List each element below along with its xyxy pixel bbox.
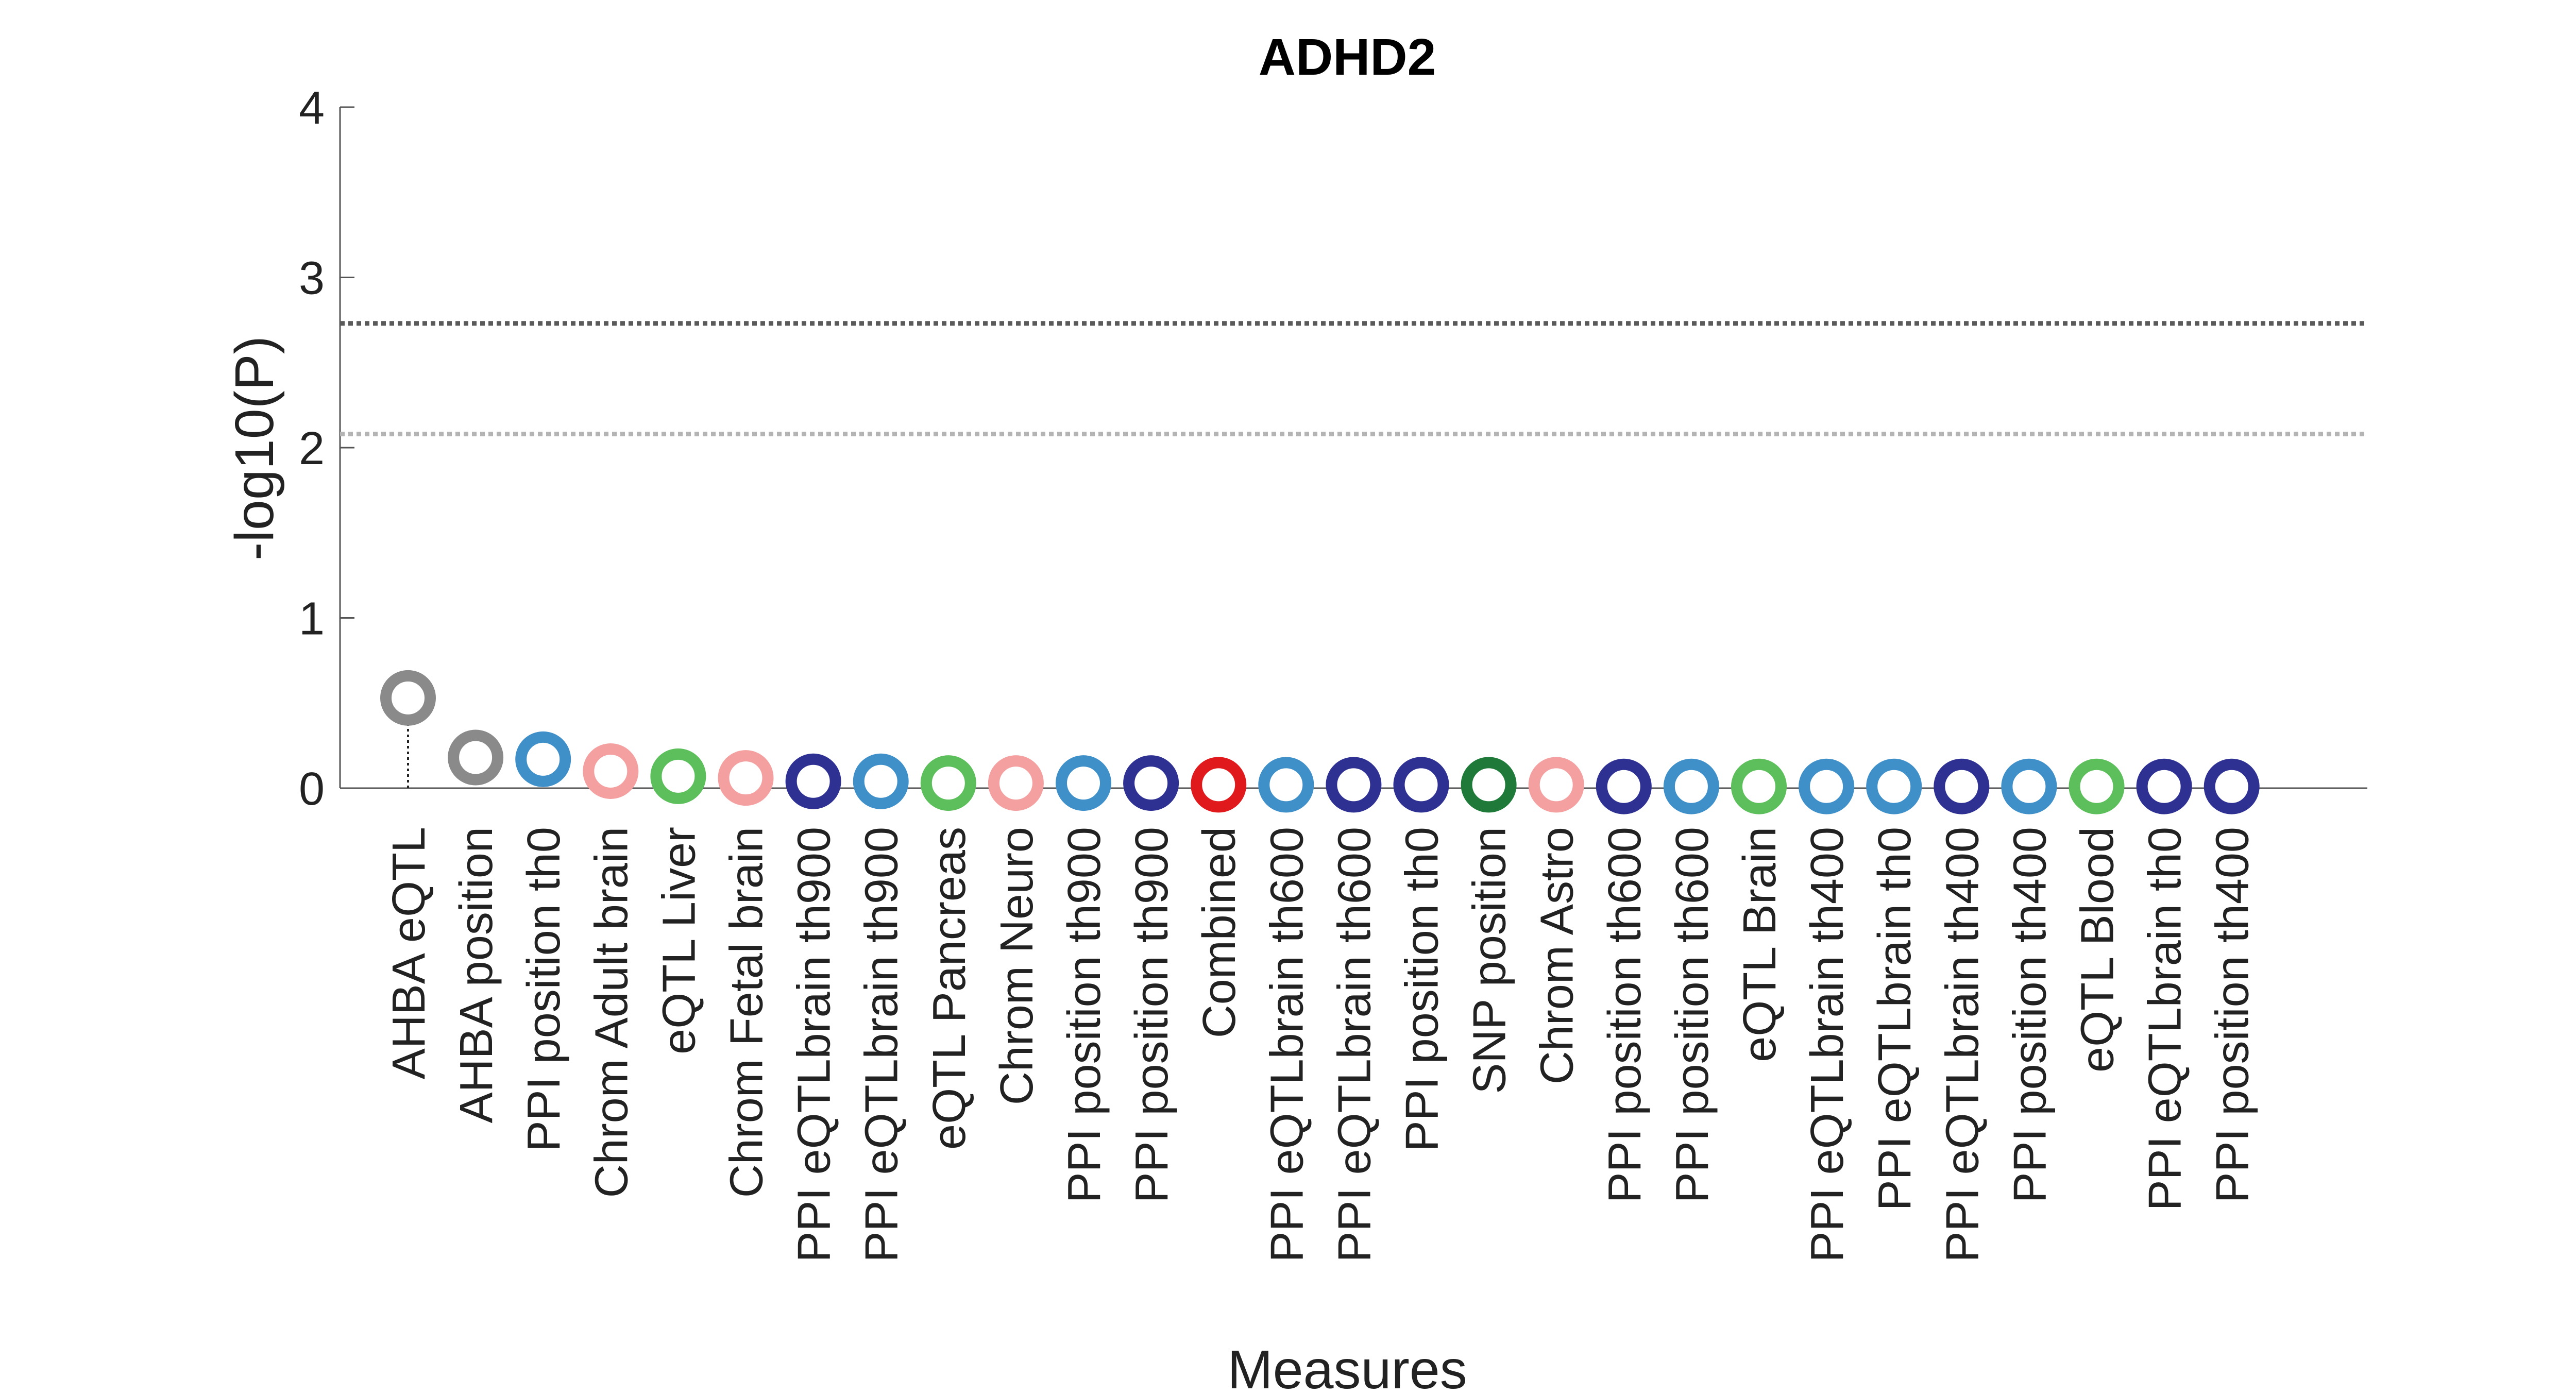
y-tick-label: 2 (299, 423, 325, 474)
data-point (920, 755, 976, 811)
x-tick-label: PPI position th0 (1397, 827, 1448, 1151)
data-point (853, 753, 909, 809)
x-axis-label: Measures (1227, 1339, 1467, 1395)
y-axis-label: -log10(P) (224, 336, 285, 560)
data-point (1596, 758, 1652, 814)
data-point (515, 731, 571, 787)
data-point (380, 670, 436, 726)
x-tick-label: PPI position th900 (1059, 827, 1110, 1203)
data-point (1123, 755, 1179, 811)
data-point (1731, 758, 1787, 814)
data-point (718, 750, 774, 806)
x-tick-label: eQTL Brain (1734, 827, 1786, 1062)
x-tick-label: eQTL Pancreas (924, 827, 975, 1150)
x-tick-label: AHBA eQTL (383, 827, 435, 1079)
data-point (650, 748, 706, 804)
data-point (1663, 758, 1719, 814)
y-tick-label: 4 (299, 82, 325, 134)
reference-lines (340, 321, 2367, 437)
x-tick-label: PPI eQTLbrain th900 (856, 827, 908, 1263)
data-point (1461, 757, 1517, 813)
data-point (2001, 758, 2057, 814)
data-point (2069, 758, 2125, 814)
x-tick-label: PPI eQTLbrain th400 (1802, 827, 1853, 1263)
x-tick-label: PPI position th400 (2004, 827, 2056, 1203)
x-tick-label: Chrom Neuro (991, 827, 1043, 1105)
x-tick-label: PPI position th0 (518, 827, 570, 1151)
data-point (1056, 755, 1111, 811)
data-point (583, 743, 639, 799)
x-tick-label: eQTL Blood (2072, 827, 2124, 1073)
y-tick-label: 0 (299, 763, 325, 815)
x-tick-label: Chrom Adult brain (586, 827, 637, 1198)
x-tick-label: Chrom Fetal brain (721, 827, 773, 1198)
x-tick-label: PPI eQTLbrain th400 (1937, 827, 1988, 1263)
x-tick-label: AHBA position (451, 827, 502, 1123)
data-point (1866, 758, 1922, 814)
x-tick-label: eQTL Liver (653, 827, 705, 1054)
chart-title: ADHD2 (1259, 28, 1436, 86)
data-point (1528, 757, 1584, 813)
y-tick-label: 3 (299, 253, 325, 304)
x-tick-label: PPI eQTLbrain th600 (1261, 827, 1313, 1263)
data-points (380, 670, 2260, 814)
x-tick-label: PPI position th900 (1126, 827, 1178, 1203)
x-tick-label: SNP position (1464, 827, 1516, 1094)
data-point (1799, 758, 1855, 814)
y-tick-label: 1 (299, 593, 325, 645)
data-point (988, 755, 1044, 811)
data-point (2204, 758, 2260, 814)
data-point (1393, 757, 1449, 813)
data-point (785, 753, 841, 809)
y-ticks: 0 1 2 3 4 (299, 82, 354, 815)
data-point (1934, 758, 1990, 814)
data-point (1326, 757, 1382, 813)
data-point (448, 729, 504, 786)
x-tick-label: PPI eQTLbrain th600 (1329, 827, 1380, 1263)
x-tick-labels: AHBA eQTL AHBA position PPI position th0 Ch… (383, 827, 2259, 1263)
x-tick-label: Chrom Astro (1532, 827, 1583, 1084)
x-tick-label: PPI position th400 (2207, 827, 2259, 1203)
x-tick-label: Combined (1194, 827, 1245, 1038)
x-tick-label: PPI eQTLbrain th0 (1869, 827, 1921, 1211)
x-tick-label: PPI eQTLbrain th0 (2140, 827, 2191, 1211)
data-point (1191, 757, 1247, 813)
data-point (1258, 757, 1314, 813)
x-tick-label: PPI position th600 (1667, 827, 1718, 1203)
x-tick-label: PPI position th600 (1599, 827, 1651, 1203)
data-point (2136, 758, 2192, 814)
x-tick-label: PPI eQTLbrain th900 (789, 827, 840, 1263)
axes (339, 107, 2367, 789)
